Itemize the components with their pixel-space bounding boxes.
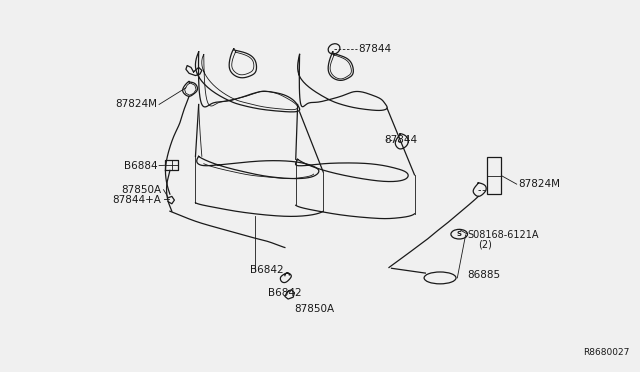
Text: (2): (2) xyxy=(478,240,492,250)
Text: R8680027: R8680027 xyxy=(583,348,630,357)
Bar xyxy=(487,157,501,194)
Text: 87844: 87844 xyxy=(384,135,417,145)
Text: 87824M: 87824M xyxy=(518,179,560,189)
Text: S: S xyxy=(457,231,461,237)
Text: 87844: 87844 xyxy=(358,44,392,54)
Text: 87850A: 87850A xyxy=(294,304,335,314)
Text: 87850A: 87850A xyxy=(122,186,162,195)
Text: B6842: B6842 xyxy=(268,288,301,298)
Text: 87844+A: 87844+A xyxy=(113,195,162,205)
Text: B6884: B6884 xyxy=(124,161,157,171)
Text: 87824M: 87824M xyxy=(115,99,157,109)
Text: 86885: 86885 xyxy=(467,270,500,280)
Text: B6842: B6842 xyxy=(250,266,284,276)
Text: S08168-6121A: S08168-6121A xyxy=(467,230,538,240)
